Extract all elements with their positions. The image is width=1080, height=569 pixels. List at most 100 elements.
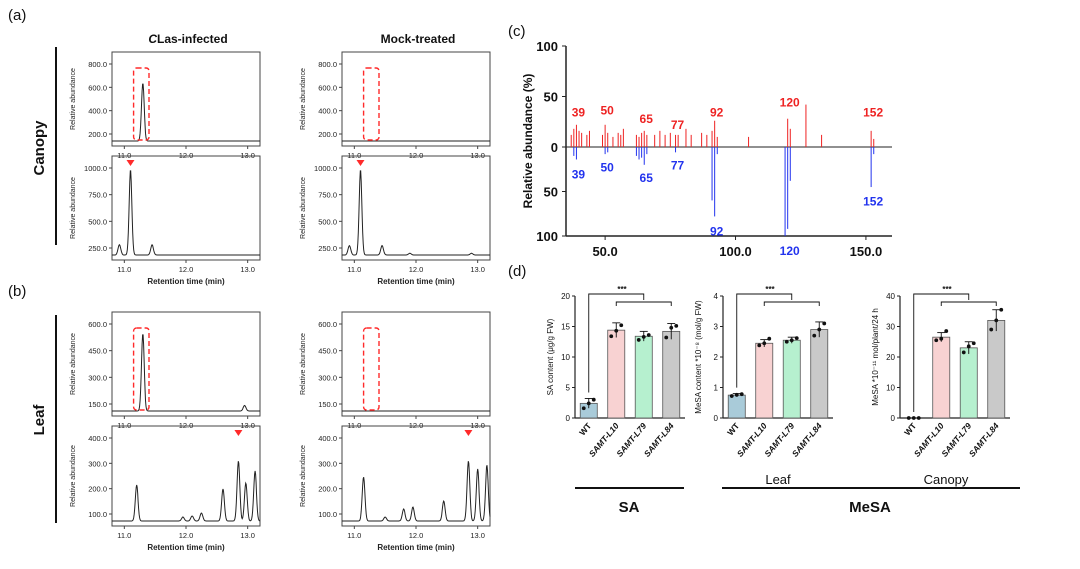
y-tick-label: 400.0 — [88, 434, 107, 443]
data-point — [784, 339, 789, 344]
column-title-clas-rest: Las-infected — [157, 32, 228, 46]
data-point — [966, 344, 971, 349]
y-tick-label: 1000.0 — [84, 164, 107, 173]
y-tick-label: 200.0 — [88, 485, 107, 494]
y-tick-label: 100.0 — [318, 510, 337, 519]
group-label-mesa: MeSA — [849, 499, 891, 516]
y-tick-label: 200.0 — [318, 485, 337, 494]
x-tick-label: 50.0 — [592, 244, 617, 259]
y-axis-label: Relative abundance — [70, 68, 77, 130]
peak-label-top: 152 — [863, 106, 883, 120]
group-label-sa: SA — [619, 499, 640, 516]
y-axis-label: Relative abundance (%) — [521, 74, 535, 209]
significance-bracket — [588, 293, 645, 393]
y-tick-label: 750.0 — [88, 191, 107, 200]
y-tick-label: 3 — [714, 323, 719, 332]
y-axis-label: MeSA content *10⁻⁸ (mol/g FW) — [694, 300, 703, 414]
data-point — [817, 327, 822, 332]
peak-label-top: 50 — [600, 104, 614, 118]
data-point — [664, 335, 669, 340]
peak-marker-icon — [126, 160, 135, 166]
x-tick-label: 13.0 — [240, 265, 255, 274]
y-tick-label: 150.0 — [318, 400, 337, 409]
y-tick-label: 150.0 — [88, 400, 107, 409]
bar — [959, 347, 978, 419]
y-tick-label: 250.0 — [88, 244, 107, 253]
peak-label-bottom: 39 — [572, 168, 586, 182]
y-tick-label: 600.0 — [318, 83, 337, 92]
y-tick-label: 40 — [886, 292, 895, 301]
peak-marker-icon — [464, 430, 473, 436]
data-point — [757, 343, 762, 348]
significance-bracket — [913, 293, 970, 412]
y-tick-label: 500.0 — [318, 217, 337, 226]
y-tick-label: 200.0 — [318, 130, 337, 139]
y-tick-label: 400.0 — [318, 434, 337, 443]
y-tick-label: 450.0 — [88, 347, 107, 356]
significance-sub-bracket — [615, 301, 672, 306]
data-point — [916, 416, 921, 420]
group-label-canopy: Canopy — [924, 472, 969, 487]
data-point — [586, 401, 591, 406]
y-axis-label: Relative abundance — [70, 177, 77, 239]
x-tick-label: 11.0 — [117, 265, 131, 274]
side-label-canopy: Canopy — [31, 120, 48, 176]
y-axis-label: Relative abundance — [70, 333, 77, 395]
plot-frame — [111, 155, 261, 261]
y-tick-label: 1 — [714, 384, 719, 393]
data-point — [971, 341, 976, 346]
y-tick-label: 2 — [714, 353, 719, 362]
y-tick-label: 600.0 — [88, 320, 107, 329]
column-title-mock: Mock-treated — [381, 32, 456, 46]
chromatogram-b-bottom-right: 400.0 300.0 200.0 100.0 11.0 12.0 13.0 Relative… — [300, 425, 491, 552]
highlight-box — [132, 327, 150, 411]
y-tick-label: 5 — [566, 384, 571, 393]
x-tick-label: 12.0 — [179, 531, 194, 540]
y-tick-label: 0 — [891, 414, 896, 423]
data-point — [739, 392, 744, 397]
bar — [607, 329, 626, 419]
category-label: WT — [902, 420, 919, 437]
significance-label: *** — [617, 285, 627, 294]
y-tick-label: 0 — [551, 140, 558, 155]
data-point — [646, 333, 651, 337]
y-tick-label: 450.0 — [318, 347, 337, 356]
data-point — [961, 350, 966, 355]
y-axis-label: SA content (μg/g FW) — [546, 318, 555, 395]
y-axis-label: Relative abundance — [300, 445, 307, 507]
chromatogram-a-bottom-left: 1000.0 750.0 500.0 250.0 11.0 12.0 13.0 Relativ… — [70, 155, 261, 286]
chromatogram-trace — [112, 170, 260, 256]
mass-spectrum: 100 50 0 50 100 50.0 100.0 150.0 Relative abunda… — [521, 39, 892, 259]
highlight-box — [362, 327, 380, 411]
panel-label-d: (d) — [508, 263, 526, 280]
column-title-clas-lead: C — [148, 32, 157, 46]
chromatograms: 800.0 600.0 400.0 200.0 11.0 12.0 13.0 Relative… — [70, 51, 491, 552]
category-label: WT — [577, 420, 594, 437]
x-tick-label: 11.0 — [347, 531, 361, 540]
y-tick-label: 10 — [886, 384, 895, 393]
highlight-box — [362, 67, 380, 141]
x-tick-label: 13.0 — [470, 531, 485, 540]
y-tick-label: 300.0 — [318, 459, 337, 468]
y-tick-label: 200.0 — [88, 130, 107, 139]
x-tick-label: 11.0 — [117, 531, 131, 540]
x-axis-label: Retention time (min) — [377, 543, 455, 552]
bar — [987, 319, 1006, 419]
x-tick-label: 13.0 — [240, 531, 255, 540]
data-point — [734, 392, 739, 397]
data-point — [812, 333, 817, 338]
y-tick-label: 750.0 — [318, 191, 337, 200]
y-tick-label: 20 — [561, 292, 570, 301]
peak-label-top: 120 — [780, 96, 800, 110]
bar — [932, 336, 951, 419]
x-axis-label: Retention time (min) — [147, 277, 225, 286]
peak-label-top: 39 — [572, 106, 586, 120]
